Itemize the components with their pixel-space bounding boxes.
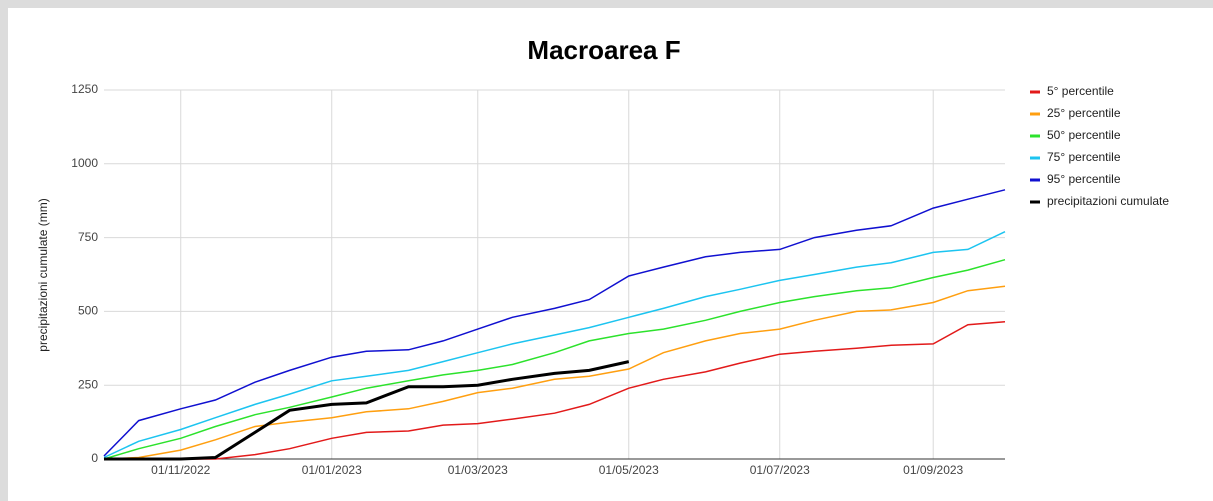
y-tick-label: 0 — [91, 451, 98, 465]
series-line — [104, 320, 1006, 460]
legend-label: 95° percentile — [1047, 172, 1121, 186]
y-tick-label: 500 — [78, 304, 98, 318]
series-line — [104, 360, 630, 461]
x-tick-label: 01/07/2023 — [750, 463, 810, 477]
series-line — [103, 231, 1006, 459]
x-tick-label: 01/11/2022 — [151, 463, 210, 477]
series-line — [103, 189, 1006, 457]
x-tick-label: 01/05/2023 — [599, 463, 659, 477]
x-tick-label: 01/09/2023 — [903, 463, 963, 477]
legend-label: precipitazioni cumulate — [1047, 194, 1169, 208]
y-tick-label: 250 — [78, 377, 98, 391]
y-axis-label: precipitazioni cumulate (mm) — [36, 198, 50, 351]
y-tick-label: 1000 — [71, 156, 98, 170]
y-tick-label: 750 — [78, 230, 98, 244]
legend-label: 25° percentile — [1047, 106, 1121, 120]
series-line — [103, 285, 1006, 460]
series-line — [103, 258, 1006, 460]
x-tick-label: 01/01/2023 — [302, 463, 362, 477]
x-tick-label: 01/03/2023 — [448, 463, 508, 477]
y-tick-label: 1250 — [71, 82, 98, 96]
chart-title: Macroarea F — [527, 35, 680, 65]
legend-label: 5° percentile — [1047, 84, 1114, 98]
legend-label: 50° percentile — [1047, 128, 1121, 142]
legend-label: 75° percentile — [1047, 150, 1121, 164]
